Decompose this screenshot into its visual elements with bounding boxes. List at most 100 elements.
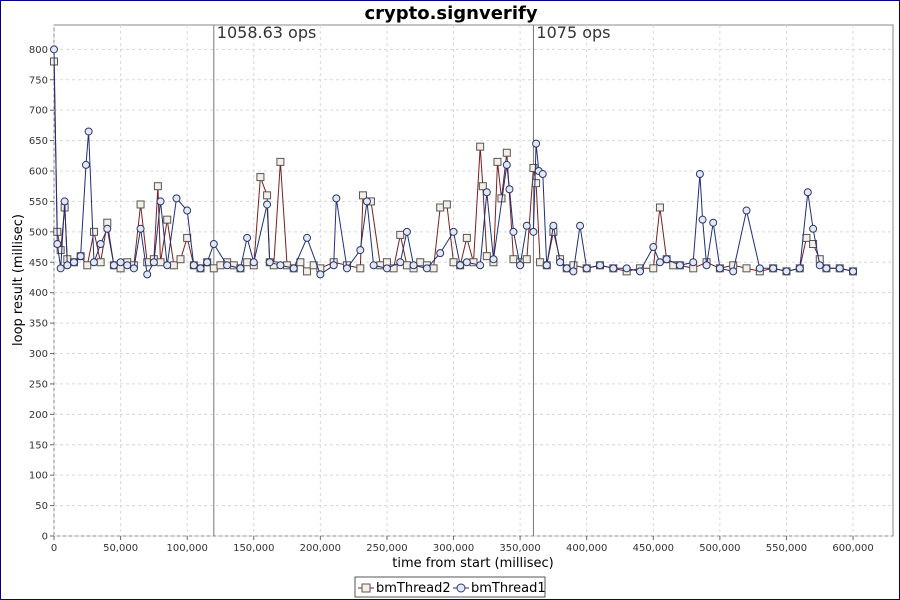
data-point bbox=[549, 221, 558, 230]
data-point bbox=[123, 261, 132, 270]
data-point bbox=[436, 249, 445, 258]
x-tick-label: 0 bbox=[51, 543, 57, 554]
data-point bbox=[60, 197, 69, 206]
series-bmThread1 bbox=[50, 45, 858, 279]
data-point bbox=[342, 264, 351, 273]
data-point bbox=[89, 258, 98, 267]
data-point bbox=[249, 258, 258, 267]
data-point bbox=[303, 267, 312, 276]
data-point bbox=[538, 170, 547, 179]
x-tick-label: 300,000 bbox=[433, 543, 474, 554]
data-point bbox=[263, 200, 272, 209]
data-point bbox=[502, 160, 511, 169]
data-point bbox=[163, 261, 172, 270]
y-tick-label: 200 bbox=[29, 410, 48, 421]
data-point bbox=[209, 264, 218, 273]
legend-box bbox=[354, 576, 546, 598]
y-tick-label: 550 bbox=[29, 197, 48, 208]
series-line-bmThread2 bbox=[53, 61, 854, 273]
data-point bbox=[809, 224, 818, 233]
data-point bbox=[156, 197, 165, 206]
data-point bbox=[442, 200, 451, 209]
data-point bbox=[542, 261, 551, 270]
data-point bbox=[576, 221, 585, 230]
data-point bbox=[482, 188, 491, 197]
data-point bbox=[482, 252, 491, 261]
legend-marker-bmthread2 bbox=[361, 583, 371, 593]
data-point bbox=[416, 258, 425, 267]
y-tick-label: 50 bbox=[35, 501, 48, 512]
data-point bbox=[522, 255, 531, 264]
data-point bbox=[116, 258, 125, 267]
data-point bbox=[56, 246, 65, 255]
data-point bbox=[516, 261, 525, 270]
data-point bbox=[835, 264, 844, 273]
data-point bbox=[289, 264, 298, 273]
data-point bbox=[698, 215, 707, 224]
data-point bbox=[742, 206, 751, 215]
data-point bbox=[596, 261, 605, 270]
data-point bbox=[89, 227, 98, 236]
data-point bbox=[149, 258, 158, 267]
y-tick-label: 450 bbox=[29, 258, 48, 269]
data-point bbox=[203, 258, 212, 267]
data-point bbox=[136, 200, 145, 209]
data-point bbox=[382, 264, 391, 273]
data-point bbox=[532, 179, 541, 188]
data-point bbox=[462, 233, 471, 242]
data-point bbox=[356, 246, 365, 255]
data-point bbox=[263, 191, 272, 200]
data-point bbox=[755, 264, 764, 273]
data-point bbox=[715, 264, 724, 273]
data-point bbox=[478, 182, 487, 191]
data-point bbox=[493, 157, 502, 166]
x-tick-label: 50,000 bbox=[103, 543, 138, 554]
data-point bbox=[183, 233, 192, 242]
data-point bbox=[163, 215, 172, 224]
y-axis-label: loop result (millisec) bbox=[11, 214, 26, 346]
data-point bbox=[655, 203, 664, 212]
data-point bbox=[96, 240, 105, 248]
data-point bbox=[449, 258, 458, 267]
y-tick-label: 250 bbox=[29, 379, 48, 390]
x-tick-label: 150,000 bbox=[233, 543, 274, 554]
data-point bbox=[649, 243, 658, 252]
data-point bbox=[655, 258, 664, 267]
data-point bbox=[849, 267, 858, 276]
y-tick-label: 750 bbox=[29, 75, 48, 86]
data-point bbox=[509, 255, 518, 264]
data-point bbox=[216, 261, 225, 270]
x-axis-label: time from start (millisec) bbox=[392, 556, 553, 571]
y-tick-label: 100 bbox=[29, 471, 48, 482]
data-point bbox=[196, 264, 205, 273]
x-tick-label: 500,000 bbox=[699, 543, 740, 554]
data-point bbox=[689, 258, 698, 267]
x-tick-label: 450,000 bbox=[633, 543, 674, 554]
data-point bbox=[172, 194, 181, 203]
x-tick-label: 200,000 bbox=[300, 543, 341, 554]
y-tick-label: 300 bbox=[29, 349, 48, 360]
data-point bbox=[609, 264, 618, 273]
data-point bbox=[50, 45, 58, 54]
y-axis-ticks: 0 50 100 150 200 250 300 350 400 450 500 550 600 650 7… bbox=[29, 45, 54, 543]
data-point bbox=[502, 148, 511, 157]
data-point bbox=[358, 191, 367, 200]
data-point bbox=[436, 203, 445, 212]
data-point bbox=[53, 240, 62, 248]
data-point bbox=[522, 221, 531, 230]
data-point bbox=[675, 261, 684, 270]
data-point bbox=[56, 264, 65, 273]
data-point bbox=[462, 258, 471, 267]
data-point bbox=[489, 255, 498, 264]
data-point bbox=[153, 182, 162, 191]
data-point bbox=[635, 267, 644, 276]
data-point bbox=[81, 160, 90, 169]
data-point bbox=[369, 261, 378, 270]
data-point bbox=[476, 261, 485, 270]
data-point bbox=[582, 264, 591, 273]
data-point bbox=[662, 255, 671, 264]
data-point bbox=[236, 264, 245, 273]
data-point bbox=[103, 224, 112, 233]
data-point bbox=[782, 267, 791, 276]
